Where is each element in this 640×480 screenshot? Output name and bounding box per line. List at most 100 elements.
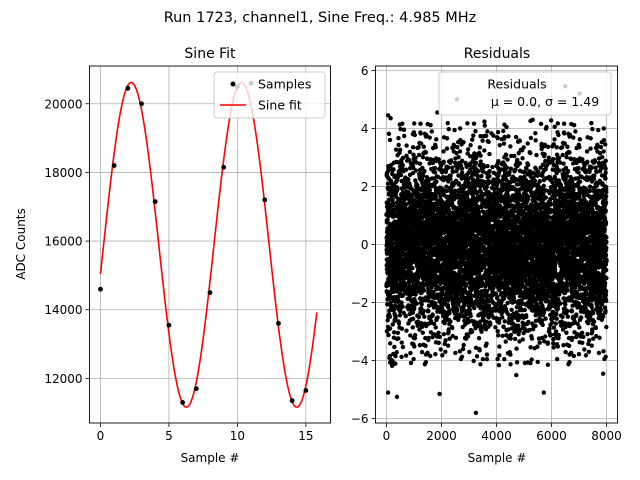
- residual-point: [500, 315, 505, 320]
- residual-point: [504, 124, 509, 130]
- residual-point: [393, 361, 398, 366]
- residual-point: [396, 135, 401, 141]
- residual-point: [416, 152, 422, 158]
- residual-point: [432, 165, 438, 171]
- residual-point: [448, 173, 453, 178]
- sample-point: [111, 163, 117, 168]
- residual-point: [456, 155, 461, 160]
- residual-point: [444, 188, 449, 194]
- residual-point: [460, 346, 466, 352]
- residual-point: [427, 187, 433, 193]
- residual-point: [387, 137, 393, 143]
- residual-point: [403, 313, 408, 319]
- residual-point: [400, 344, 406, 350]
- sample-point: [166, 322, 172, 328]
- residual-point: [401, 127, 407, 132]
- residual-point: [389, 193, 395, 199]
- sample-point: [98, 286, 103, 292]
- residual-point: [446, 329, 451, 334]
- sine-fit-ylabel: ADC Counts: [14, 208, 28, 280]
- residual-point: [433, 325, 438, 330]
- residual-point: [477, 348, 482, 353]
- residual-point: [423, 359, 429, 365]
- residual-point: [427, 161, 432, 166]
- residual-point: [390, 322, 395, 327]
- residual-point: [429, 285, 434, 290]
- residual-point: [396, 142, 401, 148]
- residual-point: [420, 155, 426, 160]
- samples-legend-marker: [230, 81, 236, 87]
- residual-point: [446, 165, 451, 170]
- residual-point: [496, 159, 501, 164]
- residual-point: [408, 350, 413, 356]
- residual-point: [495, 294, 500, 300]
- residual-point: [427, 135, 432, 140]
- residual-point: [417, 342, 423, 348]
- sine-fit-legend: Samples Sine fit: [213, 71, 326, 119]
- residual-point: [486, 139, 491, 145]
- residual-point: [470, 137, 475, 142]
- residual-point: [386, 332, 391, 338]
- residual-point: [387, 314, 393, 319]
- residual-point: [495, 135, 500, 141]
- residual-point: [443, 338, 448, 343]
- sample-point: [152, 199, 158, 204]
- residual-point: [464, 194, 470, 199]
- sine-fit-panel: Sine Fit 0 5 10 151200014000160001800020000…: [14, 46, 331, 465]
- residual-point: [482, 119, 487, 124]
- residual-point: [399, 340, 404, 345]
- sample-point: [262, 197, 268, 203]
- residual-point: [516, 323, 521, 328]
- residual-point: [447, 310, 452, 316]
- residual-point: [468, 313, 473, 319]
- residual-point: [508, 166, 514, 171]
- sine-fit-frame: [89, 65, 331, 424]
- sine-fit-legend-label: Sine fit: [258, 98, 302, 113]
- residual-point: [385, 181, 391, 186]
- residual-point: [444, 146, 450, 151]
- residual-point: [453, 335, 459, 340]
- residual-point: [475, 168, 481, 174]
- residual-point: [433, 145, 438, 150]
- residual-point: [444, 136, 450, 141]
- residual-point: [497, 353, 502, 358]
- residual-point: [512, 336, 518, 342]
- residual-point: [462, 303, 467, 308]
- residual-point: [438, 347, 443, 352]
- residual-point: [493, 325, 498, 330]
- residual-point: [411, 165, 416, 171]
- residual-point: [432, 170, 438, 175]
- residual-point: [410, 325, 415, 330]
- residual-point: [468, 142, 473, 148]
- sine-fit-ytick-label: 14000: [44, 303, 82, 317]
- residual-point: [413, 178, 418, 183]
- residual-point: [431, 289, 436, 295]
- residual-point: [411, 356, 416, 362]
- sine-fit-grid: [89, 66, 331, 423]
- residual-point: [490, 164, 495, 170]
- sample-point: [193, 386, 199, 392]
- residual-point: [497, 344, 502, 349]
- residual-point: [399, 326, 405, 331]
- residual-point: [472, 305, 477, 311]
- residual-point: [473, 128, 478, 134]
- residual-point: [449, 165, 455, 170]
- residual-point: [517, 161, 523, 166]
- residual-point: [501, 141, 507, 146]
- residual-point: [446, 126, 451, 132]
- sine-fit-ytick-label: 16000: [44, 235, 82, 249]
- residual-point: [485, 129, 490, 134]
- residual-point: [459, 354, 465, 359]
- residual-point: [452, 127, 457, 133]
- residual-point: [387, 353, 393, 359]
- residual-point: [473, 160, 478, 165]
- residual-point: [422, 314, 427, 319]
- residual-point: [457, 126, 463, 131]
- residual-point: [465, 121, 470, 126]
- sine-fit-xtick-label: 5: [165, 429, 173, 443]
- residual-point: [391, 167, 396, 172]
- residual-point: [403, 353, 409, 358]
- residual-point: [501, 128, 506, 134]
- residual-point: [418, 131, 423, 136]
- residual-point: [474, 354, 480, 359]
